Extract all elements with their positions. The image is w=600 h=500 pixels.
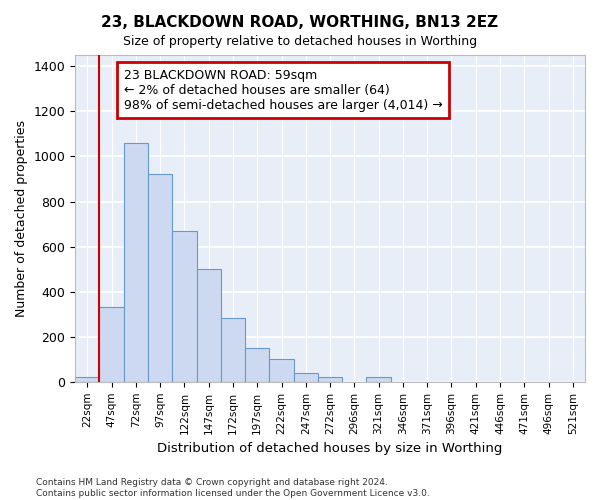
Bar: [197, 269, 221, 382]
Bar: [100, 308, 124, 382]
Bar: [124, 143, 148, 382]
Text: Contains HM Land Registry data © Crown copyright and database right 2024.
Contai: Contains HM Land Registry data © Crown c…: [36, 478, 430, 498]
Bar: [75, 378, 100, 382]
Bar: [293, 373, 318, 382]
Bar: [318, 378, 342, 382]
Bar: [367, 378, 391, 382]
Bar: [245, 348, 269, 382]
Text: Size of property relative to detached houses in Worthing: Size of property relative to detached ho…: [123, 35, 477, 48]
Text: 23 BLACKDOWN ROAD: 59sqm
← 2% of detached houses are smaller (64)
98% of semi-de: 23 BLACKDOWN ROAD: 59sqm ← 2% of detache…: [124, 68, 442, 112]
Y-axis label: Number of detached properties: Number of detached properties: [15, 120, 28, 317]
X-axis label: Distribution of detached houses by size in Worthing: Distribution of detached houses by size …: [157, 442, 503, 455]
Bar: [172, 231, 197, 382]
Bar: [148, 174, 172, 382]
Bar: [221, 318, 245, 382]
Bar: [269, 360, 293, 382]
Text: 23, BLACKDOWN ROAD, WORTHING, BN13 2EZ: 23, BLACKDOWN ROAD, WORTHING, BN13 2EZ: [101, 15, 499, 30]
